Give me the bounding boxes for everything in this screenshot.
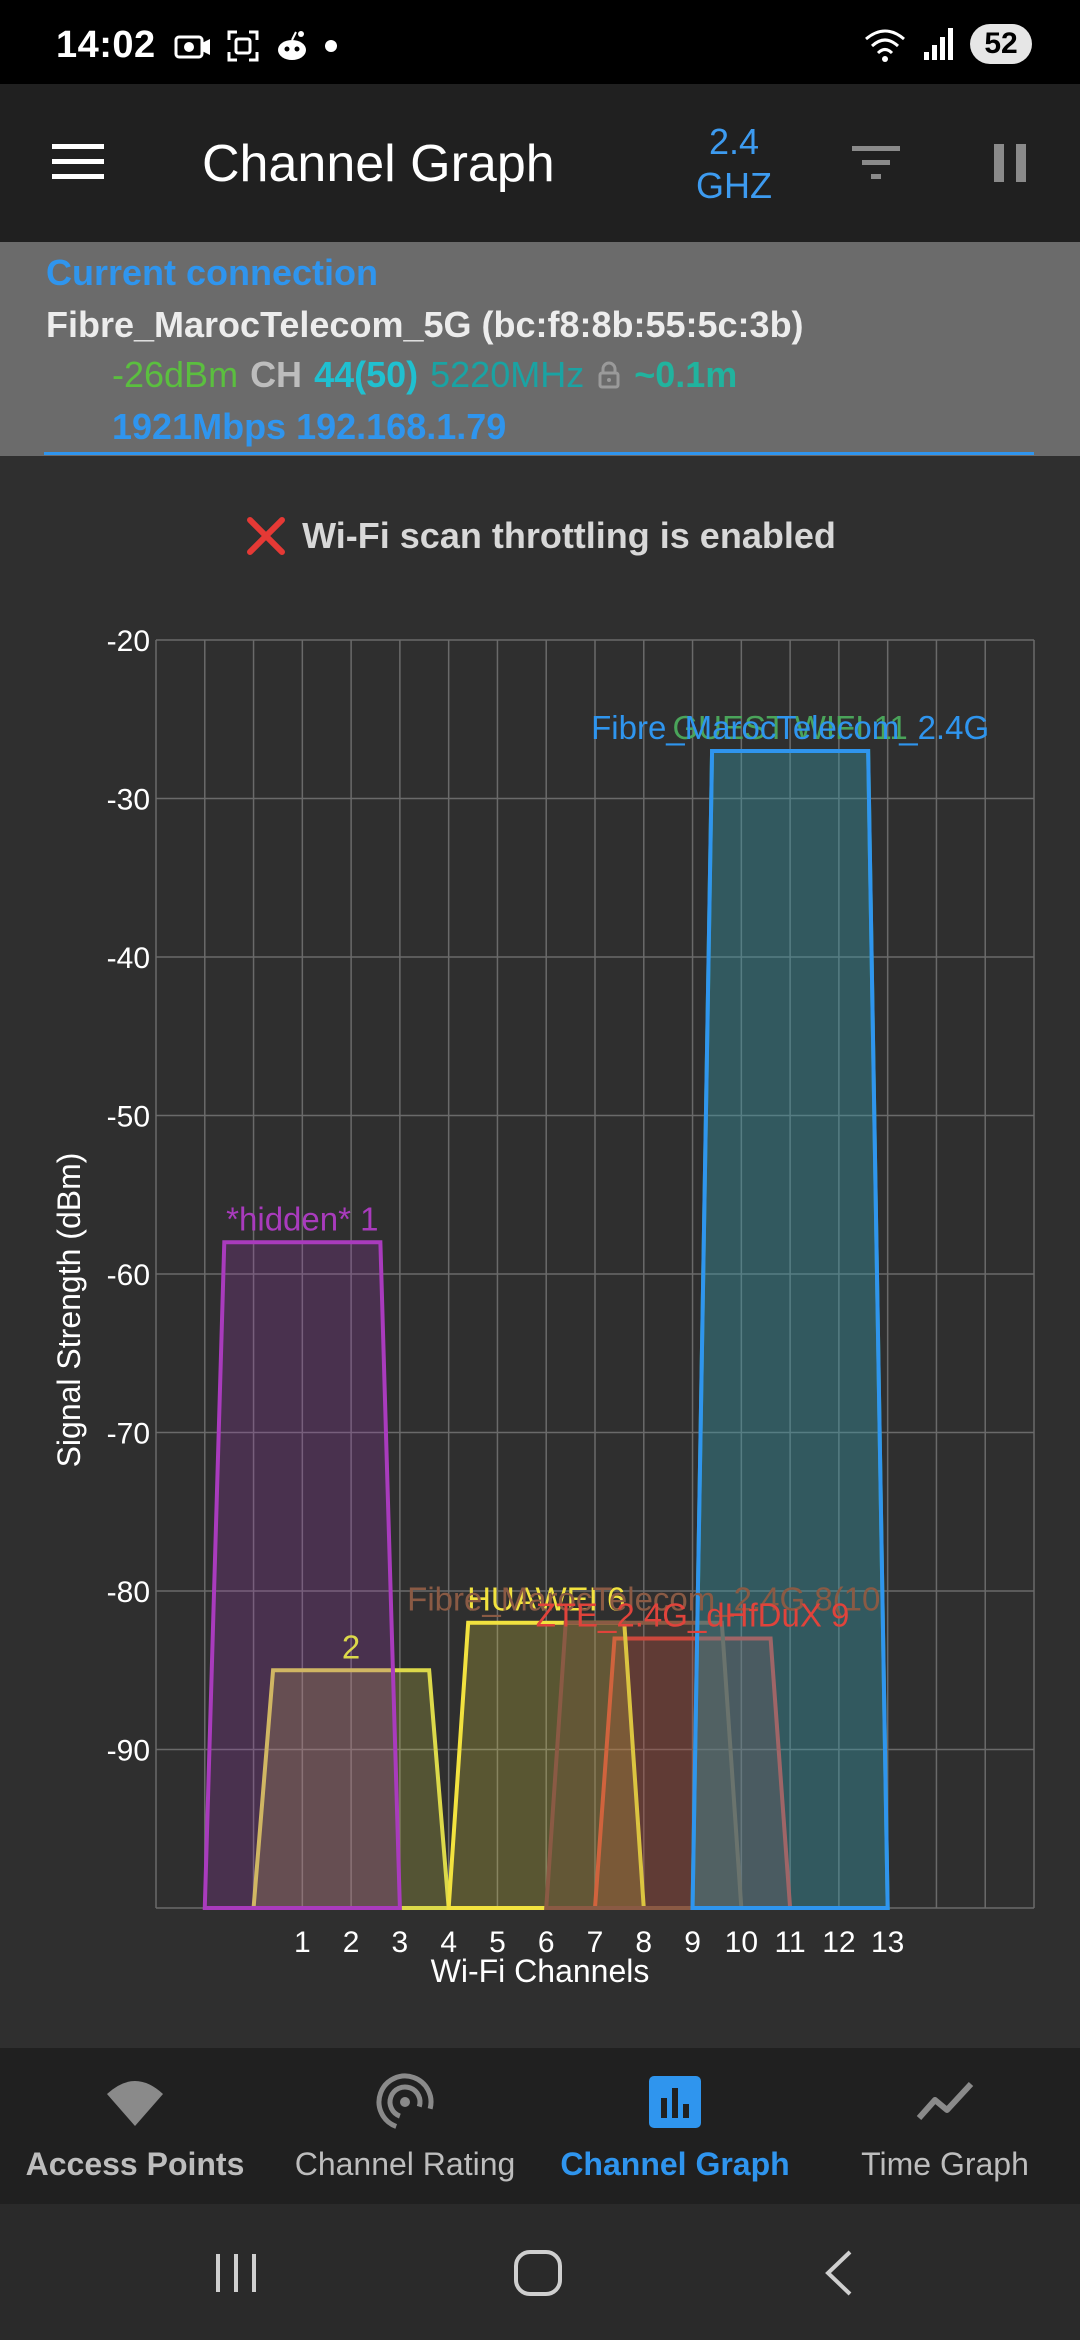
nav-label: Access Points <box>25 2146 245 2182</box>
y-tick-label: -70 <box>107 1418 150 1451</box>
app-bar: Channel Graph 2.4 GHZ <box>0 84 1080 242</box>
reddit-icon <box>278 31 306 60</box>
current-connection-heading: Current connection <box>46 252 379 293</box>
throttle-notice-text: Wi-Fi scan throttling is enabled <box>302 515 836 556</box>
connection-ssid: Fibre_MarocTelecom_5G (bc:f8:8b:55:5c:3b… <box>46 304 804 345</box>
band-toggle-button[interactable]: 2.4 GHZ <box>684 120 784 208</box>
system-navigation <box>0 2204 1080 2340</box>
x-tick-label: 6 <box>538 1926 555 1959</box>
pause-icon[interactable] <box>990 140 1030 186</box>
notification-icons <box>174 26 338 66</box>
x-tick-label: 10 <box>725 1926 758 1959</box>
series-label: Fibre_MarocTelecom_2.4G <box>591 709 989 746</box>
x-tick-label: 13 <box>871 1926 904 1959</box>
y-tick-label: -80 <box>107 1576 150 1609</box>
signal-icon <box>924 28 953 60</box>
back-icon[interactable] <box>818 2248 864 2298</box>
status-time: 14:02 <box>56 24 156 66</box>
x-tick-label: 5 <box>489 1926 506 1959</box>
recents-icon[interactable] <box>208 2250 264 2296</box>
connection-divider <box>44 452 1034 455</box>
battery-indicator: 52 <box>970 24 1032 64</box>
filter-icon[interactable] <box>846 140 906 184</box>
series-label: *hidden* 1 <box>226 1200 378 1237</box>
nav-label: Channel Graph <box>560 2146 790 2182</box>
home-icon[interactable] <box>512 2248 568 2298</box>
bar-chart-icon <box>649 2076 701 2128</box>
y-tick-label: -50 <box>107 1101 150 1134</box>
x-tick-label: 8 <box>635 1926 652 1959</box>
nav-label: Time Graph <box>861 2146 1029 2182</box>
line-chart-icon <box>916 2081 974 2120</box>
y-tick-label: -60 <box>107 1259 150 1292</box>
error-x-icon <box>247 517 286 555</box>
nav-label: Channel Rating <box>294 2146 516 2182</box>
connection-signal: -26dBm <box>112 354 239 395</box>
series-area <box>202 1240 402 1910</box>
band-unit: GHZ <box>696 165 772 206</box>
series-label: ZTE_2.4G_dHfDuX 9 <box>536 1597 850 1634</box>
x-tick-label: 9 <box>684 1926 701 1959</box>
series-label: GUEST WIFI 11 <box>672 709 907 746</box>
nav-channel-graph[interactable]: Channel Graph <box>540 2048 810 2204</box>
x-axis-ticks: 1 2 3 4 5 6 7 8 9 10 11 12 13 <box>294 1926 904 1959</box>
y-axis-ticks: -20 -30 -40 -50 -60 -70 -80 -90 <box>107 625 150 1768</box>
connection-rate-ip: 1921Mbps 192.168.1.79 <box>112 406 507 447</box>
connection-ch-label: CH <box>250 354 303 395</box>
connection-frequency: 5220MHz <box>430 354 585 395</box>
bottom-navigation: Access Points Channel Rating Channel Gra… <box>0 2048 1080 2204</box>
camera-icon <box>174 35 210 59</box>
y-tick-label: -20 <box>107 625 150 658</box>
nav-time-graph[interactable]: Time Graph <box>810 2048 1080 2204</box>
connection-details: -26dBm CH 44(50) 5220MHz ~0.1m <box>112 354 737 396</box>
x-tick-label: 2 <box>343 1926 360 1959</box>
x-tick-label: 11 <box>775 1926 806 1959</box>
x-axis-label: Wi-Fi Channels <box>431 1953 650 1989</box>
y-tick-label: -30 <box>107 784 150 817</box>
x-tick-label: 4 <box>440 1926 457 1959</box>
throttle-notice: Wi-Fi scan throttling is enabled <box>0 506 1080 566</box>
y-tick-label: -40 <box>107 942 150 975</box>
radar-icon <box>376 2073 434 2131</box>
series-label: 2 <box>342 1628 360 1665</box>
chart-series <box>202 748 890 1910</box>
y-axis-label: Signal Strength (dBm) <box>51 1153 87 1468</box>
chart-grid <box>155 639 1035 1909</box>
channel-graph-chart: -20-30-40-50-60-70-80-90 1 2 3 4 5 6 7 8 9 10 11 12… <box>51 625 1035 1989</box>
connection-distance: ~0.1m <box>634 354 738 395</box>
status-bar: 14:02 52 <box>0 0 1080 84</box>
series-area <box>690 748 890 1910</box>
current-connection-panel[interactable]: Current connection Fibre_MarocTelecom_5G… <box>0 242 1080 456</box>
x-tick-label: 7 <box>587 1926 604 1959</box>
nav-access-points[interactable]: Access Points <box>0 2048 270 2204</box>
x-tick-label: 1 <box>294 1926 311 1959</box>
nav-channel-rating[interactable]: Channel Rating <box>270 2048 540 2204</box>
y-tick-label: -90 <box>107 1735 150 1768</box>
band-value: 2.4 <box>708 121 760 162</box>
dot-icon <box>325 40 337 52</box>
connection-channel: 44(50) <box>314 354 419 395</box>
series-label: HUAWEI 6 <box>467 1581 625 1618</box>
x-tick-label: 3 <box>392 1926 409 1959</box>
menu-icon[interactable] <box>46 138 110 186</box>
system-status-icons: 52 <box>862 24 1032 64</box>
wifi-icon <box>107 2081 163 2126</box>
x-tick-label: 12 <box>822 1926 855 1959</box>
screenshot-icon <box>227 30 259 62</box>
page-title: Channel Graph <box>202 135 555 193</box>
series-label: Fibre_MarocTelecom_2.4G 8(10 <box>407 1581 880 1618</box>
lock-icon <box>598 361 620 389</box>
wifi-icon <box>865 29 905 62</box>
